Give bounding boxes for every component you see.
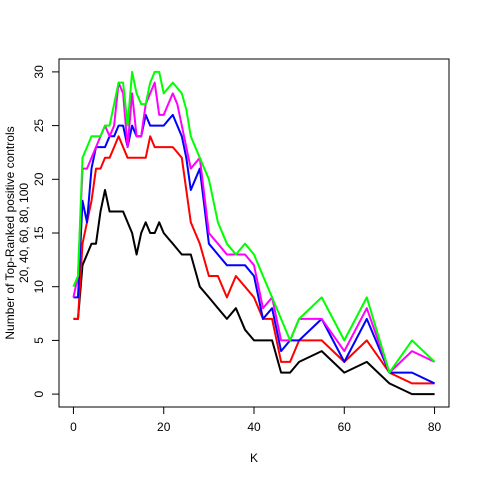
y-tick-label: 25 xyxy=(32,119,46,133)
x-tick-label: 20 xyxy=(157,420,171,434)
x-tick-label: 40 xyxy=(247,420,261,434)
series-line-3 xyxy=(73,113,436,385)
y-axis-title-line2: 20, 40, 60, 80, 100 xyxy=(17,183,31,283)
series-line-4 xyxy=(72,81,436,374)
x-axis: 0 20 40 60 80 xyxy=(70,406,442,434)
y-tick-label: 5 xyxy=(32,337,46,344)
series-line-2 xyxy=(73,135,435,385)
x-tick-label: 60 xyxy=(338,420,352,434)
series-layer xyxy=(72,70,436,396)
y-axis: 0 5 10 15 20 25 30 xyxy=(32,65,60,397)
y-tick-label: 20 xyxy=(32,172,46,186)
y-tick-label: 10 xyxy=(32,280,46,294)
x-tick-label: 0 xyxy=(70,420,77,434)
series-line-1 xyxy=(73,189,435,396)
y-tick-label: 30 xyxy=(32,65,46,79)
plot-frame xyxy=(58,58,450,408)
plot-border xyxy=(58,58,450,408)
x-tick-label: 80 xyxy=(428,420,442,434)
y-tick-label: 15 xyxy=(32,226,46,240)
x-axis-title: K xyxy=(250,451,258,465)
y-axis-title: Number of Top-Ranked positive controls xyxy=(3,126,17,339)
series-line-5 xyxy=(72,70,436,374)
y-tick-label: 0 xyxy=(32,390,46,397)
